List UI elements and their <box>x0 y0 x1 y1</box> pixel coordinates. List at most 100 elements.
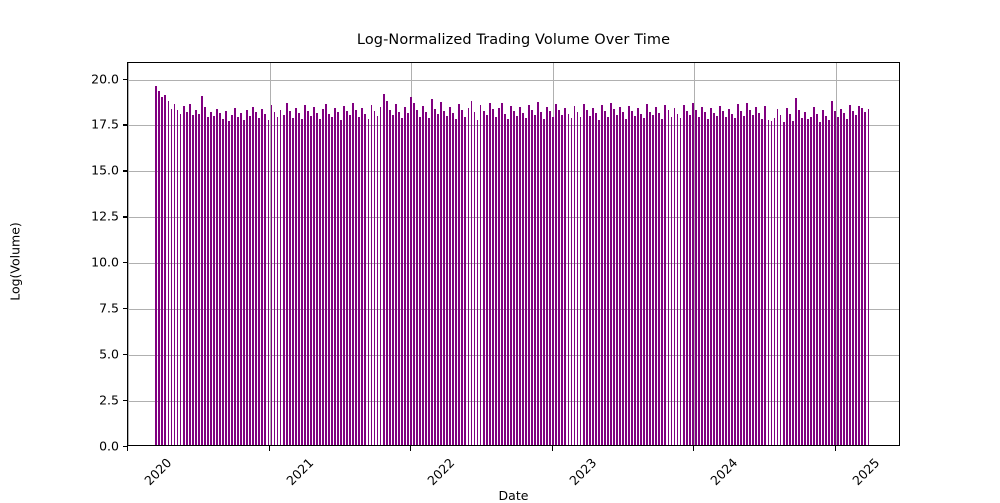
bar <box>170 108 173 445</box>
bar <box>543 119 546 445</box>
bar <box>519 107 521 445</box>
bar <box>522 112 524 445</box>
bar <box>731 114 733 445</box>
bar <box>443 110 446 445</box>
bar <box>212 115 215 445</box>
bar <box>743 116 746 445</box>
bar <box>773 117 776 445</box>
bar <box>155 86 158 445</box>
bar <box>434 108 437 445</box>
y-tick-mark <box>123 262 128 264</box>
bar <box>825 115 827 445</box>
bar <box>646 104 649 445</box>
bar <box>788 113 791 445</box>
bar <box>846 119 849 445</box>
bar <box>791 120 794 445</box>
y-tick-mark <box>123 216 128 218</box>
x-axis-label: Date <box>498 488 529 503</box>
bar <box>197 113 200 445</box>
bar <box>237 117 240 445</box>
bar <box>273 111 276 445</box>
bar <box>309 115 312 445</box>
bar <box>428 118 430 445</box>
bar <box>400 117 403 445</box>
bar <box>373 110 376 445</box>
bar <box>749 109 752 445</box>
bar <box>249 116 252 445</box>
bar <box>546 106 549 445</box>
y-tick-label: 0.0 <box>99 438 119 454</box>
y-tick-label: 20.0 <box>91 71 119 87</box>
bar <box>740 111 743 445</box>
y-tick-mark <box>123 446 128 448</box>
bar <box>697 117 700 445</box>
bar <box>755 107 758 445</box>
bar <box>525 117 527 445</box>
bar <box>261 108 264 445</box>
bar <box>861 108 864 445</box>
bar <box>319 118 321 445</box>
bar <box>606 116 609 445</box>
bar <box>449 106 452 445</box>
bar <box>406 112 409 445</box>
gridline-vertical <box>835 63 837 445</box>
bar <box>397 111 400 445</box>
bar <box>194 109 197 445</box>
bar <box>615 114 618 445</box>
bar <box>664 105 667 445</box>
bar <box>819 121 821 445</box>
bar <box>325 103 327 445</box>
x-tick-mark <box>268 446 270 451</box>
bar <box>679 117 682 445</box>
bar <box>176 109 179 445</box>
bar <box>255 112 258 445</box>
bar <box>358 116 361 445</box>
bar <box>800 117 803 445</box>
bar <box>458 104 461 445</box>
bar <box>303 104 306 445</box>
x-tick-label: 2020 <box>141 455 175 489</box>
bar <box>528 104 530 445</box>
bar <box>655 107 658 445</box>
bar <box>388 109 391 445</box>
bar <box>376 116 379 445</box>
bar <box>206 116 209 445</box>
bar <box>694 109 697 445</box>
bar <box>770 121 773 445</box>
x-tick-mark <box>834 446 837 451</box>
bar <box>343 106 346 445</box>
bar <box>294 108 297 445</box>
bar <box>161 96 164 445</box>
bar <box>752 115 755 445</box>
bar <box>588 115 591 445</box>
x-tick-label: 2025 <box>849 455 883 489</box>
bar <box>776 109 779 445</box>
bar <box>591 107 594 445</box>
bar <box>179 113 182 445</box>
bar <box>831 100 833 445</box>
bar <box>661 119 664 445</box>
bar <box>537 102 540 445</box>
bar <box>652 115 655 445</box>
bar <box>782 122 785 445</box>
y-axis-label: Log(Volume) <box>7 222 23 301</box>
y-tick-mark <box>123 400 128 402</box>
bar <box>415 110 418 445</box>
bar <box>431 98 433 445</box>
bar <box>555 103 558 445</box>
bar <box>367 119 370 445</box>
bar <box>222 119 224 445</box>
bar <box>361 108 364 445</box>
bar <box>276 116 279 445</box>
bar <box>564 108 567 445</box>
bar <box>709 107 712 445</box>
bar <box>164 95 167 445</box>
bar <box>603 111 606 445</box>
bar <box>864 112 867 445</box>
bar <box>182 106 185 445</box>
bar <box>446 115 449 445</box>
bar <box>285 103 288 445</box>
bar <box>409 96 412 445</box>
bar <box>700 106 703 445</box>
